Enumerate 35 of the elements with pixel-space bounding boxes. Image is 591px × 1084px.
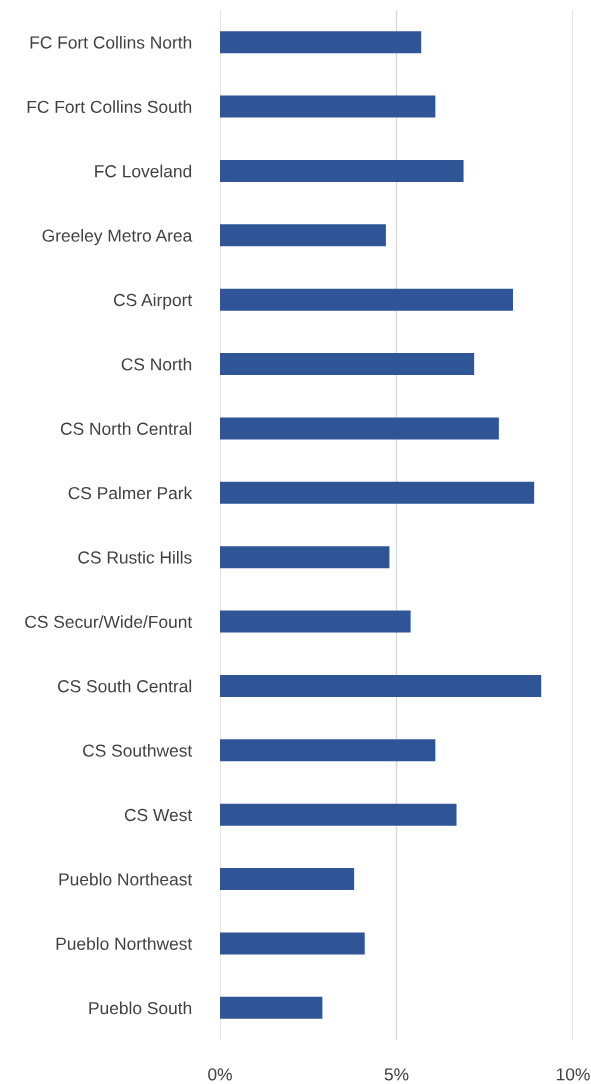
- y-tick-label: Greeley Metro Area: [42, 229, 193, 246]
- y-tick-label: CS Airport: [113, 293, 193, 310]
- bar: [220, 481, 535, 504]
- y-tick-label: CS Rustic Hills: [78, 550, 192, 564]
- bar: [220, 31, 422, 54]
- x-tick-label: 0%: [208, 1068, 232, 1081]
- y-tick-label: FC Fort Collins North: [30, 35, 192, 49]
- bar: [220, 353, 475, 376]
- y-tick-label: CS North Central: [60, 422, 192, 435]
- y-tick-label: CS West: [124, 808, 193, 822]
- bar: [220, 546, 390, 569]
- y-tick-label: CS North: [121, 357, 192, 371]
- y-tick-label: FC Fort Collins South: [27, 100, 192, 114]
- bar: [220, 95, 436, 118]
- bar: [220, 417, 499, 440]
- bar: [220, 932, 365, 955]
- y-tick-label: CS South Central: [58, 679, 192, 693]
- y-tick-label: CS Secur/Wide/Fount: [25, 615, 193, 629]
- bar: [220, 996, 323, 1019]
- bar: [220, 224, 386, 247]
- bar: [220, 739, 436, 762]
- bar: [220, 288, 513, 311]
- bar: [220, 610, 411, 633]
- y-tick-label: CS Palmer Park: [68, 486, 193, 500]
- x-tick-label: 5%: [384, 1068, 409, 1081]
- bar: [220, 159, 464, 182]
- y-tick-label: CS Southwest: [83, 744, 193, 757]
- x-tick-label: 10%: [556, 1068, 590, 1081]
- y-tick-label: Pueblo Northwest: [56, 937, 193, 950]
- y-tick-label: Pueblo South: [89, 1001, 192, 1015]
- bar: [220, 868, 355, 891]
- y-tick-label: Pueblo Northeast: [59, 872, 193, 886]
- bar: [220, 803, 457, 826]
- y-tick-label: FC Loveland: [95, 164, 192, 178]
- bar: [220, 674, 542, 697]
